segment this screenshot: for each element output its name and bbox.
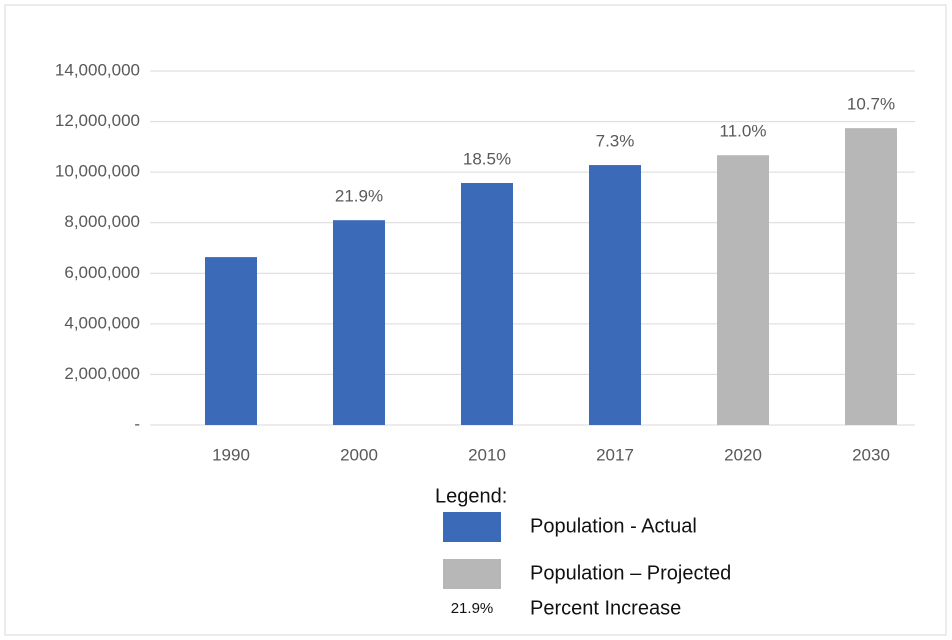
y-tick-label: 4,000,000: [64, 313, 140, 332]
x-tick-label: 2017: [596, 445, 634, 464]
x-tick-label: 2030: [852, 445, 890, 464]
legend-sample: 21.9%: [451, 600, 494, 617]
y-tick-label: 6,000,000: [64, 263, 140, 282]
y-tick-label: 12,000,000: [55, 111, 140, 130]
y-tick-label: -: [134, 414, 140, 433]
percent-label: 7.3%: [596, 132, 635, 151]
legend-swatch: [443, 559, 501, 589]
percent-label: 18.5%: [463, 150, 511, 169]
y-tick-label: 10,000,000: [55, 162, 140, 181]
legend-swatch: [443, 512, 501, 542]
bar: [717, 155, 769, 426]
bar: [461, 183, 513, 425]
x-tick-label: 2020: [724, 445, 762, 464]
y-tick-label: 2,000,000: [64, 364, 140, 383]
x-tick-label: 2000: [340, 445, 378, 464]
percent-label: 11.0%: [720, 122, 767, 141]
bar: [205, 257, 257, 425]
legend-label: Population - Actual: [530, 515, 697, 537]
legend-label: Percent Increase: [530, 597, 681, 619]
x-tick-label: 1990: [212, 445, 250, 464]
bar: [333, 220, 385, 425]
percent-label: 10.7%: [847, 95, 895, 114]
x-tick-label: 2010: [468, 445, 506, 464]
y-tick-label: 8,000,000: [64, 212, 140, 231]
legend-title: Legend:: [435, 485, 507, 507]
legend-label: Population – Projected: [530, 562, 731, 584]
y-tick-label: 14,000,000: [55, 60, 140, 79]
bar: [589, 165, 641, 425]
bar: [845, 128, 897, 425]
percent-label: 21.9%: [335, 187, 383, 206]
